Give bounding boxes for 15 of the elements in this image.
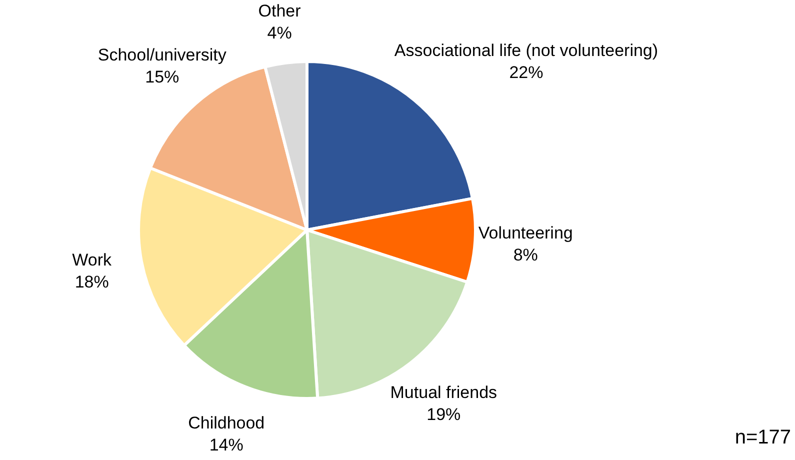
slice-label: Mutual friends	[390, 382, 498, 402]
data-label: 22%	[509, 62, 544, 82]
text: n=177	[734, 426, 791, 449]
data-label: 19%	[426, 404, 461, 424]
slice-label: Other	[258, 2, 302, 21]
slice-label: School/university	[98, 45, 227, 64]
slice-label: Associational life (not volunteering)	[394, 40, 658, 60]
data-label: 4%	[267, 24, 292, 43]
slice-label: Volunteering	[478, 223, 573, 242]
slice-label: Work	[72, 250, 112, 270]
data-label: 15%	[145, 67, 180, 86]
data-label: 8%	[513, 245, 538, 264]
slice-label: Childhood	[188, 413, 265, 432]
data-label: 18%	[74, 272, 109, 292]
data-label: 14%	[209, 435, 244, 454]
